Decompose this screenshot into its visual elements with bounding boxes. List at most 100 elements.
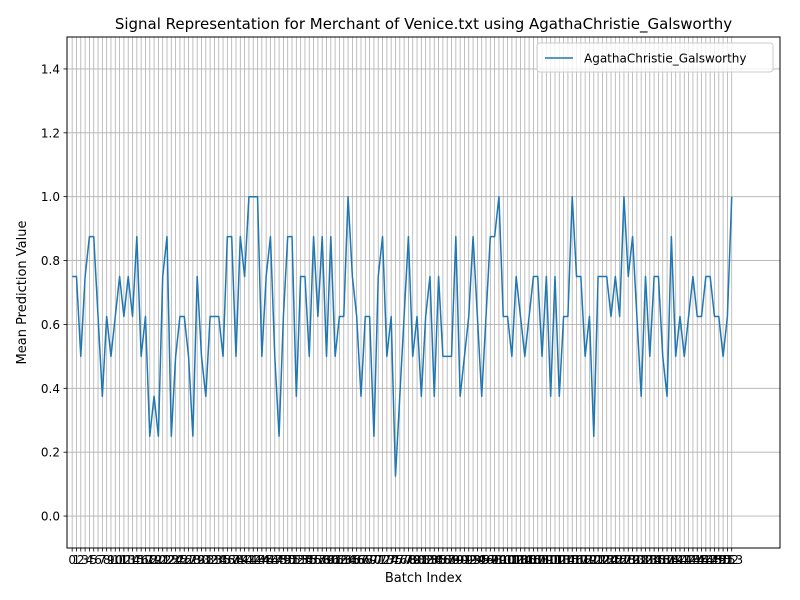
x-tick-label: 128 bbox=[612, 553, 635, 567]
x-tick-label: 134 bbox=[638, 553, 661, 567]
x-tick-label: 8 bbox=[103, 553, 111, 567]
x-tick-label: 49 bbox=[276, 553, 291, 567]
x-tick-label: 89 bbox=[448, 553, 463, 567]
x-tick-label: 19 bbox=[146, 553, 161, 567]
x-tick-label: 124 bbox=[595, 553, 618, 567]
x-tick-label: 58 bbox=[315, 553, 330, 567]
series-lines bbox=[72, 195, 733, 477]
x-tick-label: 80 bbox=[409, 553, 424, 567]
x-tick-label: 57 bbox=[310, 553, 325, 567]
x-tick-label: 25 bbox=[172, 553, 187, 567]
x-tick-label: 59 bbox=[319, 553, 334, 567]
x-tick-label: 83 bbox=[422, 553, 437, 567]
x-tick-label: 113 bbox=[548, 553, 571, 567]
x-tick-label: 23 bbox=[164, 553, 179, 567]
x-tick-label: 146 bbox=[690, 553, 713, 567]
x-tick-label: 149 bbox=[703, 553, 726, 567]
x-tick-label: 132 bbox=[630, 553, 653, 567]
x-tick-label: 138 bbox=[656, 553, 679, 567]
x-tick-label: 86 bbox=[435, 553, 450, 567]
x-tick-label: 120 bbox=[578, 553, 601, 567]
x-tick-label: 104 bbox=[509, 553, 532, 567]
chart-title: Signal Representation for Merchant of Ve… bbox=[115, 15, 732, 34]
x-tick-label: 121 bbox=[582, 553, 605, 567]
x-tick-label: 55 bbox=[302, 553, 317, 567]
x-tick-label: 27 bbox=[181, 553, 196, 567]
x-tick-label: 100 bbox=[492, 553, 515, 567]
y-tick-label: 0.2 bbox=[41, 446, 60, 460]
x-tick-label: 144 bbox=[681, 553, 704, 567]
x-tick-label: 69 bbox=[362, 553, 377, 567]
x-tick-label: 1 bbox=[73, 553, 81, 567]
x-tick-label: 74 bbox=[384, 553, 399, 567]
axis-ticks: 0123456789101112131415161718192021222324… bbox=[41, 62, 743, 567]
x-tick-label: 133 bbox=[634, 553, 657, 567]
x-tick-label: 107 bbox=[522, 553, 545, 567]
x-tick-label: 38 bbox=[228, 553, 243, 567]
x-tick-label: 61 bbox=[327, 553, 342, 567]
x-tick-label: 60 bbox=[323, 553, 338, 567]
x-tick-label: 15 bbox=[129, 553, 144, 567]
x-tick-label: 140 bbox=[664, 553, 687, 567]
x-tick-label: 4 bbox=[86, 553, 94, 567]
x-tick-label: 40 bbox=[237, 553, 252, 567]
x-tick-label: 143 bbox=[677, 553, 700, 567]
x-tick-label: 11 bbox=[112, 553, 127, 567]
x-tick-label: 95 bbox=[474, 553, 489, 567]
x-tick-label: 56 bbox=[306, 553, 321, 567]
x-tick-label: 16 bbox=[134, 553, 149, 567]
x-axis-label: Batch Index bbox=[385, 571, 463, 586]
x-tick-label: 10 bbox=[108, 553, 123, 567]
y-tick-label: 0.8 bbox=[41, 254, 60, 268]
x-tick-label: 88 bbox=[444, 553, 459, 567]
x-tick-label: 54 bbox=[297, 553, 312, 567]
x-tick-label: 67 bbox=[353, 553, 368, 567]
x-tick-label: 85 bbox=[431, 553, 446, 567]
x-tick-label: 6 bbox=[94, 553, 102, 567]
x-tick-label: 43 bbox=[250, 553, 265, 567]
x-tick-label: 105 bbox=[513, 553, 536, 567]
x-tick-label: 13 bbox=[121, 553, 136, 567]
x-tick-label: 12 bbox=[116, 553, 131, 567]
x-tick-label: 37 bbox=[224, 553, 239, 567]
x-tick-label: 46 bbox=[263, 553, 278, 567]
legend: AgathaChristie_Galsworthy bbox=[536, 42, 774, 73]
x-tick-label: 79 bbox=[405, 553, 420, 567]
y-tick-label: 0.4 bbox=[41, 382, 60, 396]
x-tick-label: 24 bbox=[168, 553, 183, 567]
y-tick-label: 0.6 bbox=[41, 318, 60, 332]
x-tick-label: 82 bbox=[418, 553, 433, 567]
x-tick-label: 29 bbox=[190, 553, 205, 567]
x-tick-label: 111 bbox=[539, 553, 562, 567]
x-tick-label: 64 bbox=[340, 553, 355, 567]
x-tick-label: 21 bbox=[155, 553, 170, 567]
x-tick-label: 73 bbox=[379, 553, 394, 567]
x-tick-label: 34 bbox=[211, 553, 226, 567]
x-tick-label: 102 bbox=[500, 553, 523, 567]
x-tick-label: 125 bbox=[600, 553, 623, 567]
x-tick-label: 137 bbox=[651, 553, 674, 567]
x-tick-label: 70 bbox=[366, 553, 381, 567]
x-tick-label: 5 bbox=[90, 553, 98, 567]
x-tick-label: 68 bbox=[358, 553, 373, 567]
x-tick-label: 18 bbox=[142, 553, 157, 567]
x-tick-label: 2 bbox=[77, 553, 85, 567]
x-tick-label: 62 bbox=[332, 553, 347, 567]
x-tick-label: 117 bbox=[565, 553, 588, 567]
x-tick-label: 52 bbox=[289, 553, 304, 567]
x-tick-label: 101 bbox=[496, 553, 519, 567]
y-tick-label: 1.4 bbox=[41, 62, 60, 76]
x-tick-label: 7 bbox=[99, 553, 107, 567]
x-tick-label: 32 bbox=[202, 553, 217, 567]
x-tick-label: 65 bbox=[345, 553, 360, 567]
x-tick-label: 145 bbox=[686, 553, 709, 567]
x-tick-label: 87 bbox=[440, 553, 455, 567]
y-axis-label: Mean Prediction Value bbox=[15, 221, 30, 365]
x-tick-label: 41 bbox=[241, 553, 256, 567]
x-tick-label: 22 bbox=[159, 553, 174, 567]
x-tick-label: 152 bbox=[716, 553, 739, 567]
x-tick-label: 84 bbox=[427, 553, 442, 567]
x-tick-label: 53 bbox=[293, 553, 308, 567]
x-tick-label: 139 bbox=[660, 553, 683, 567]
x-tick-label: 17 bbox=[138, 553, 153, 567]
